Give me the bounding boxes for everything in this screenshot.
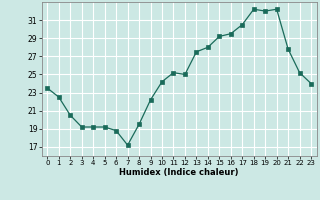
- X-axis label: Humidex (Indice chaleur): Humidex (Indice chaleur): [119, 168, 239, 177]
